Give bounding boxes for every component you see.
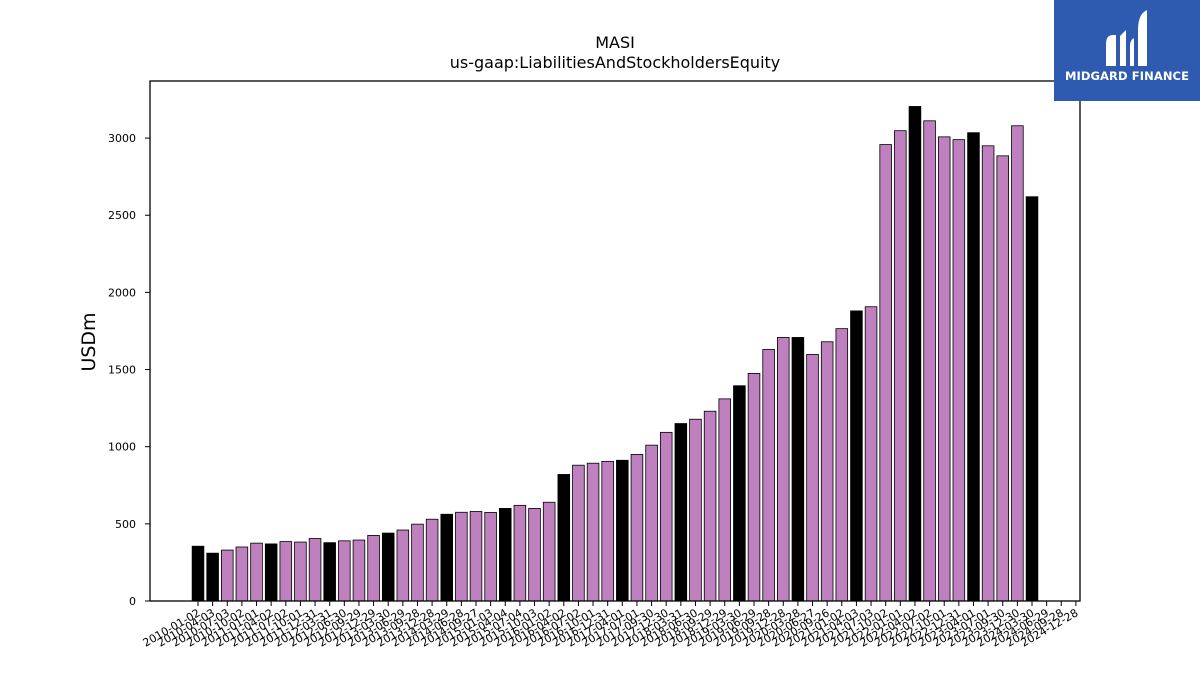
bar — [425, 518, 439, 602]
bar — [484, 512, 497, 602]
bar — [733, 385, 746, 602]
bar — [572, 464, 585, 602]
bar — [499, 508, 512, 602]
bar — [718, 398, 731, 602]
bar — [294, 541, 307, 602]
bar — [1011, 125, 1024, 602]
bar — [806, 354, 819, 602]
bar — [923, 120, 936, 602]
bar — [411, 523, 424, 602]
bar — [367, 535, 380, 602]
bar — [864, 306, 878, 602]
y-tick-label: 500 — [115, 518, 136, 531]
midgard-logo-icon — [1106, 10, 1147, 66]
bar — [264, 543, 278, 602]
midgard-finance-logo: MIDGARD FINANCE — [1054, 0, 1200, 101]
bar — [616, 459, 629, 602]
bar — [308, 538, 322, 602]
bar — [981, 145, 995, 602]
bar — [703, 410, 717, 602]
bar — [791, 337, 805, 602]
bar — [659, 431, 673, 602]
bar — [996, 155, 1009, 602]
bar — [586, 462, 600, 602]
bar — [469, 511, 483, 602]
bar — [689, 418, 702, 602]
bar — [542, 501, 556, 602]
chart-title: MASI — [595, 33, 635, 52]
bar — [455, 511, 468, 602]
bar — [601, 460, 614, 602]
y-tick-label: 2000 — [108, 286, 136, 299]
bar — [645, 444, 658, 602]
bar — [894, 130, 907, 602]
plot-frame — [149, 80, 1081, 602]
bar — [381, 532, 395, 602]
chart-subtitle: us-gaap:LiabilitiesAndStockholdersEquity — [450, 53, 781, 72]
y-tick-label: 3000 — [108, 132, 136, 145]
bar — [323, 542, 336, 602]
bar — [352, 539, 366, 602]
bar — [777, 337, 790, 602]
y-axis-label: USDm — [78, 312, 100, 371]
y-tick-label: 2500 — [108, 209, 136, 222]
bar — [513, 504, 527, 602]
bar — [967, 132, 980, 602]
bar — [908, 106, 922, 602]
bar — [630, 454, 644, 602]
bar — [221, 549, 234, 602]
bar — [396, 529, 410, 602]
bar — [747, 372, 761, 602]
bar — [835, 328, 849, 602]
bar — [206, 552, 219, 602]
y-tick-label: 0 — [129, 595, 136, 608]
bar — [674, 423, 688, 602]
y-tick-label: 1000 — [108, 441, 136, 454]
logo-text: MIDGARD FINANCE — [1064, 69, 1190, 83]
bar — [279, 541, 293, 602]
bar — [250, 542, 263, 602]
bar — [191, 545, 205, 602]
bar — [338, 540, 351, 602]
bar — [762, 349, 775, 602]
bar — [879, 144, 892, 602]
y-tick-label: 1500 — [108, 364, 136, 377]
bar — [528, 508, 541, 602]
bar — [1025, 196, 1039, 602]
bar — [557, 474, 571, 602]
bar — [440, 513, 453, 602]
bar — [820, 341, 834, 602]
bar — [235, 546, 249, 602]
bar — [937, 136, 951, 602]
bar — [952, 139, 966, 602]
bar — [850, 310, 863, 602]
